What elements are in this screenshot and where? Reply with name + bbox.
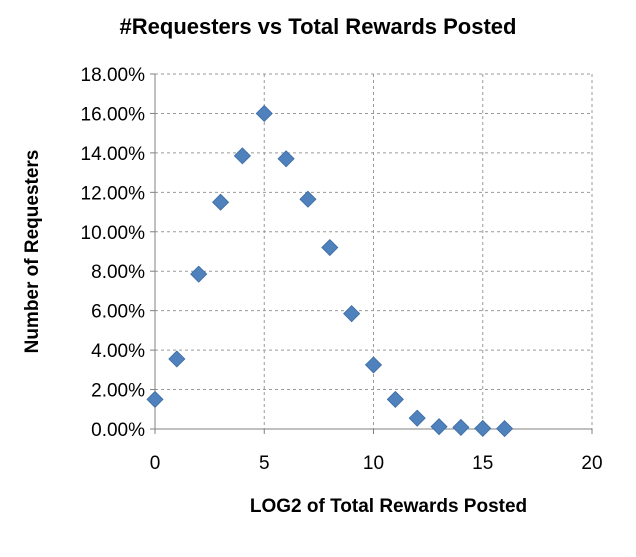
data-point: [408, 409, 426, 427]
data-point: [211, 193, 230, 211]
y-tick-label: 4.00%: [91, 341, 145, 362]
x-tick-label: 5: [259, 453, 270, 474]
x-tick-label: 15: [472, 453, 493, 474]
x-tick-label: 0: [150, 453, 161, 474]
data-point: [474, 419, 492, 437]
x-tick-label: 20: [581, 453, 602, 474]
y-tick-label: 2.00%: [91, 381, 145, 402]
y-tick-label: 14.00%: [81, 144, 146, 165]
grid: [155, 73, 593, 429]
y-tick-label: 18.00%: [81, 65, 146, 86]
y-tick-label: 12.00%: [81, 183, 146, 204]
data-point: [146, 390, 164, 408]
data-point: [168, 350, 186, 368]
x-axis-label: LOG2 of Total Rewards Posted: [250, 496, 527, 517]
data-point: [364, 356, 383, 374]
data-point: [233, 147, 251, 165]
data-points: [146, 104, 514, 438]
data-point: [386, 390, 404, 408]
data-point: [343, 305, 361, 323]
data-point: [299, 190, 317, 208]
y-axis-label: Number of Requesters: [22, 150, 43, 354]
data-point: [255, 104, 273, 123]
data-point: [430, 418, 448, 436]
chart-title: #Requesters vs Total Rewards Posted: [119, 14, 517, 39]
data-point: [321, 238, 339, 257]
y-tick-label: 10.00%: [81, 223, 146, 244]
data-point: [277, 150, 295, 168]
data-point: [496, 420, 514, 438]
y-tick-label: 6.00%: [91, 302, 145, 323]
axes: [150, 73, 593, 434]
data-point: [190, 265, 208, 283]
y-tick-label: 8.00%: [91, 262, 145, 283]
y-tick-label: 16.00%: [81, 104, 146, 125]
x-tick-label: 10: [363, 453, 384, 474]
tick-labels: 0.00% 2.00% 4.00% 6.00% 8.00% 10.00% 12.00% 14.…: [81, 65, 603, 474]
y-tick-label: 0.00%: [91, 420, 145, 441]
data-point: [452, 418, 470, 436]
